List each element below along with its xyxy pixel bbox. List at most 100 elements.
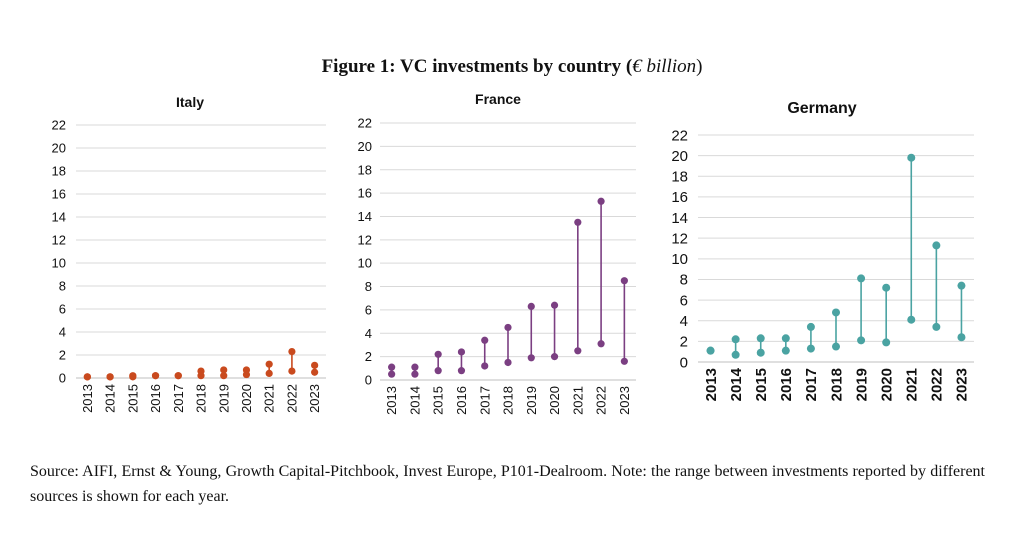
y-tick-label-italy-4: 4 xyxy=(59,325,66,340)
figure-title-unit: € billion xyxy=(632,56,697,77)
point-low-germany-2022 xyxy=(932,322,941,331)
y-tick-label-italy-18: 18 xyxy=(52,164,66,179)
point-high-italy-2014 xyxy=(106,373,114,381)
x-tick-label-italy-2019: 2019 xyxy=(216,384,231,413)
x-tick-label-italy-2022: 2022 xyxy=(284,384,299,413)
point-low-france-2019 xyxy=(527,354,535,362)
point-low-germany-2015 xyxy=(756,348,765,357)
point-low-germany-2019 xyxy=(857,336,866,345)
y-tick-label-france-20: 20 xyxy=(358,139,372,154)
x-tick-label-germany-2016: 2016 xyxy=(778,368,795,401)
figure-title: Figure 1: VC investments by country (€ b… xyxy=(0,56,1024,78)
x-tick-label-germany-2020: 2020 xyxy=(878,368,895,401)
x-tick-label-italy-2023: 2023 xyxy=(307,384,322,413)
chart-title-germany: Germany xyxy=(787,100,856,117)
point-high-france-2015 xyxy=(434,350,442,358)
y-tick-label-france-12: 12 xyxy=(358,232,372,247)
point-high-italy-2022 xyxy=(288,347,296,356)
figure-title-main: Figure 1: VC investments by country ( xyxy=(321,56,633,77)
y-tick-label-germany-22: 22 xyxy=(671,127,688,144)
y-tick-label-germany-14: 14 xyxy=(671,210,688,227)
point-low-germany-2020 xyxy=(882,338,891,347)
point-low-france-2013 xyxy=(388,370,396,378)
point-low-france-2021 xyxy=(574,347,582,355)
figure-title-unit-wrap: € billion) xyxy=(632,56,702,77)
y-tick-label-france-8: 8 xyxy=(365,279,372,294)
y-tick-label-germany-8: 8 xyxy=(680,272,688,289)
x-tick-label-france-2019: 2019 xyxy=(524,386,539,415)
point-low-germany-2016 xyxy=(781,346,790,355)
point-high-france-2018 xyxy=(504,323,512,332)
point-high-france-2016 xyxy=(457,348,466,356)
point-high-france-2022 xyxy=(597,197,605,205)
point-low-france-2017 xyxy=(481,362,489,370)
y-tick-label-france-6: 6 xyxy=(365,302,372,317)
point-high-france-2019 xyxy=(527,302,535,311)
point-low-italy-2021 xyxy=(265,369,273,377)
x-tick-label-germany-2022: 2022 xyxy=(929,368,946,401)
x-tick-label-france-2017: 2017 xyxy=(477,386,492,415)
y-tick-label-germany-4: 4 xyxy=(680,313,688,330)
point-low-italy-2019 xyxy=(220,372,228,380)
point-low-italy-2023 xyxy=(311,368,319,376)
y-tick-label-italy-20: 20 xyxy=(52,141,66,156)
point-high-france-2013 xyxy=(388,363,396,371)
y-tick-label-italy-0: 0 xyxy=(59,371,66,386)
y-tick-label-germany-12: 12 xyxy=(671,230,688,247)
point-high-italy-2016 xyxy=(151,372,160,380)
point-high-italy-2013 xyxy=(83,373,91,381)
y-tick-label-france-4: 4 xyxy=(365,326,372,341)
x-tick-label-france-2022: 2022 xyxy=(594,386,609,415)
point-high-germany-2016 xyxy=(781,334,790,343)
point-high-france-2014 xyxy=(411,363,419,371)
x-tick-label-italy-2013: 2013 xyxy=(80,384,95,413)
point-high-italy-2015 xyxy=(129,372,137,380)
point-high-italy-2017 xyxy=(174,372,182,380)
x-tick-label-germany-2018: 2018 xyxy=(828,368,845,401)
point-high-italy-2023 xyxy=(311,361,319,369)
y-tick-label-italy-22: 22 xyxy=(52,118,66,133)
y-tick-label-france-16: 16 xyxy=(358,186,372,201)
y-tick-label-france-10: 10 xyxy=(358,256,372,271)
x-tick-label-italy-2015: 2015 xyxy=(125,384,140,413)
x-tick-label-italy-2016: 2016 xyxy=(148,384,163,413)
point-high-germany-2017 xyxy=(806,322,815,331)
point-low-france-2023 xyxy=(620,357,628,365)
x-tick-label-germany-2014: 2014 xyxy=(728,367,745,401)
x-tick-label-germany-2019: 2019 xyxy=(853,368,870,401)
x-tick-label-germany-2013: 2013 xyxy=(703,368,720,401)
point-low-germany-2017 xyxy=(806,344,815,353)
y-tick-label-france-22: 22 xyxy=(358,116,372,131)
x-tick-label-germany-2023: 2023 xyxy=(954,368,971,401)
point-high-germany-2021 xyxy=(907,153,916,162)
y-tick-label-italy-12: 12 xyxy=(52,233,66,248)
y-tick-label-germany-2: 2 xyxy=(680,334,688,351)
figure-title-close: ) xyxy=(696,56,703,77)
y-tick-label-germany-18: 18 xyxy=(671,169,688,186)
point-high-italy-2019 xyxy=(220,366,228,374)
y-tick-label-germany-16: 16 xyxy=(671,189,688,206)
x-tick-label-italy-2014: 2014 xyxy=(103,384,118,413)
x-tick-label-france-2015: 2015 xyxy=(431,386,446,415)
point-low-italy-2022 xyxy=(288,367,296,375)
point-high-germany-2022 xyxy=(932,241,941,250)
x-tick-label-france-2014: 2014 xyxy=(407,386,422,415)
point-low-france-2016 xyxy=(457,367,466,375)
point-high-italy-2018 xyxy=(197,367,205,375)
point-high-france-2021 xyxy=(574,218,582,226)
x-tick-label-italy-2020: 2020 xyxy=(239,384,254,413)
y-tick-label-italy-10: 10 xyxy=(52,256,66,271)
chart-title-italy: Italy xyxy=(176,94,204,110)
y-tick-label-france-18: 18 xyxy=(358,162,372,177)
chart-title-france: France xyxy=(475,91,521,107)
x-tick-label-france-2018: 2018 xyxy=(501,386,516,415)
point-high-germany-2015 xyxy=(756,334,765,343)
point-low-france-2020 xyxy=(550,353,559,361)
point-high-germany-2023 xyxy=(957,281,966,290)
point-high-germany-2020 xyxy=(882,283,891,292)
y-tick-label-france-14: 14 xyxy=(358,209,372,224)
x-tick-label-france-2023: 2023 xyxy=(617,386,632,415)
